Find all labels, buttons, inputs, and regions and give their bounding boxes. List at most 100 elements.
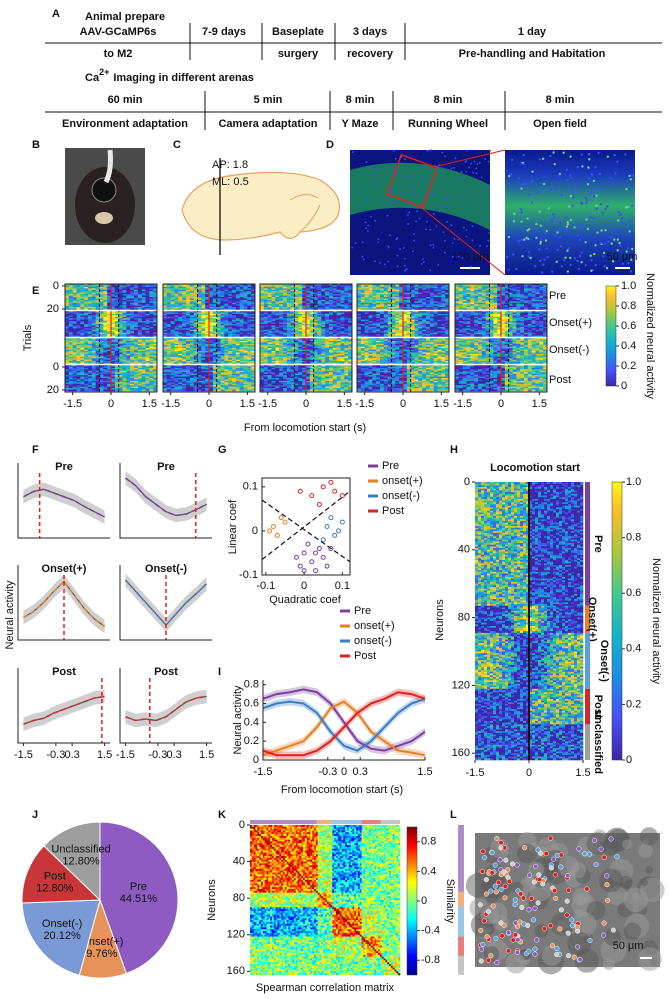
heatmap-cell	[235, 328, 240, 331]
heatmap-cell	[145, 356, 150, 359]
heatmap-cell	[76, 345, 81, 347]
nucleus	[536, 190, 539, 194]
heatmap-cell	[107, 302, 112, 305]
heatmap-cell	[99, 295, 104, 298]
heatmap-cell	[91, 358, 96, 360]
heatmap-cell	[145, 386, 150, 389]
heatmap-cell	[228, 326, 233, 329]
heatmap-cell	[95, 299, 100, 302]
heatmap-cell	[99, 329, 104, 332]
heatmap-cell	[235, 321, 240, 323]
heatmap-cell	[84, 322, 89, 325]
nucleus	[509, 172, 513, 176]
heatmap-cell	[216, 321, 221, 323]
heatmap-cell	[141, 289, 146, 292]
heatmap-cell	[182, 349, 187, 352]
heatmap-cell	[189, 297, 194, 299]
cell-roi	[547, 835, 554, 841]
nucleus	[616, 160, 619, 163]
heatmap-cell	[209, 316, 214, 319]
heatmap-cell	[107, 284, 112, 286]
heatmap-cell	[88, 358, 93, 360]
heatmap-cell	[149, 308, 154, 311]
heatmap-cell	[193, 328, 198, 331]
heatmap-cell	[103, 380, 108, 383]
heatmap-cell	[103, 325, 108, 328]
gcamp-band	[350, 162, 490, 230]
heatmap-cell	[99, 389, 104, 392]
heatmap-cell	[239, 311, 244, 313]
heatmap-cell	[239, 361, 244, 363]
heatmap-cell	[243, 335, 248, 338]
micrograph-high	[505, 150, 635, 275]
heatmap-cell	[197, 322, 202, 325]
heatmap-cell	[141, 355, 146, 358]
heatmap-cell	[72, 340, 77, 343]
heatmap-cell	[134, 307, 139, 309]
heatmap-cell	[95, 291, 100, 293]
heatmap-cell	[228, 294, 233, 296]
heatmap-cell	[216, 302, 221, 305]
nucleus	[481, 196, 483, 199]
heatmap-cell	[232, 286, 237, 289]
heatmap-cell	[224, 348, 229, 350]
heatmap-cell	[197, 325, 202, 328]
heatmap-cell	[91, 376, 96, 379]
cell-roi	[591, 837, 598, 843]
heatmap-cell	[103, 352, 108, 355]
heatmap-cell	[68, 302, 73, 305]
step-label: Open field	[533, 118, 587, 130]
heatmap-cell	[99, 315, 104, 318]
heatmap-cell	[193, 285, 198, 288]
heatmap-cell	[134, 366, 139, 369]
heatmap-cell	[122, 372, 127, 374]
heatmap-cell	[153, 334, 158, 336]
heatmap-cell	[72, 322, 77, 325]
cell-roi	[519, 904, 525, 911]
heatmap-cell	[99, 302, 104, 305]
heatmap-cell	[228, 389, 233, 392]
heatmap-cell	[197, 295, 202, 298]
heatmap-cell	[137, 369, 142, 372]
heatmap-cell	[76, 334, 81, 336]
heatmap-cell	[137, 318, 142, 320]
heatmap-cell	[68, 319, 73, 322]
heatmap-cell	[193, 301, 198, 304]
heatmap-cell	[189, 319, 194, 322]
heatmap-cell	[118, 379, 123, 382]
heatmap-cell	[220, 302, 225, 305]
heatmap-cell	[95, 383, 100, 386]
heatmap-cell	[205, 329, 210, 332]
heatmap-cell	[145, 351, 150, 353]
heatmap-cell	[205, 286, 210, 289]
heatmap-cell	[149, 339, 154, 342]
heatmap-cell	[134, 359, 139, 362]
heatmap-cell	[163, 292, 168, 295]
heatmap-cell	[122, 376, 127, 379]
heatmap-cell	[166, 324, 171, 326]
heatmap-cell	[224, 342, 229, 345]
heatmap-cell	[170, 326, 175, 329]
heatmap-cell	[122, 302, 127, 305]
heatmap-cell	[84, 353, 89, 356]
heatmap-cell	[228, 285, 233, 288]
heatmap-cell	[72, 284, 77, 286]
heatmap-cell	[239, 339, 244, 342]
cell-roi	[489, 870, 495, 876]
heatmap-cell	[193, 294, 198, 296]
heatmap-cell	[91, 359, 96, 362]
heatmap-cell	[88, 331, 93, 333]
heatmap-cell	[251, 291, 256, 293]
heatmap-cell	[88, 332, 93, 335]
heatmap-cell	[247, 342, 252, 345]
nucleus	[466, 150, 468, 152]
heatmap-cell	[149, 373, 154, 376]
nucleus	[560, 265, 564, 268]
heatmap-cell	[99, 299, 104, 302]
heatmap-cell	[68, 359, 73, 362]
heatmap-cell	[137, 385, 142, 387]
heatmap-cell	[153, 382, 158, 385]
heatmap-cell	[65, 388, 70, 390]
heatmap-cell	[166, 304, 171, 306]
nucleus	[394, 157, 397, 160]
